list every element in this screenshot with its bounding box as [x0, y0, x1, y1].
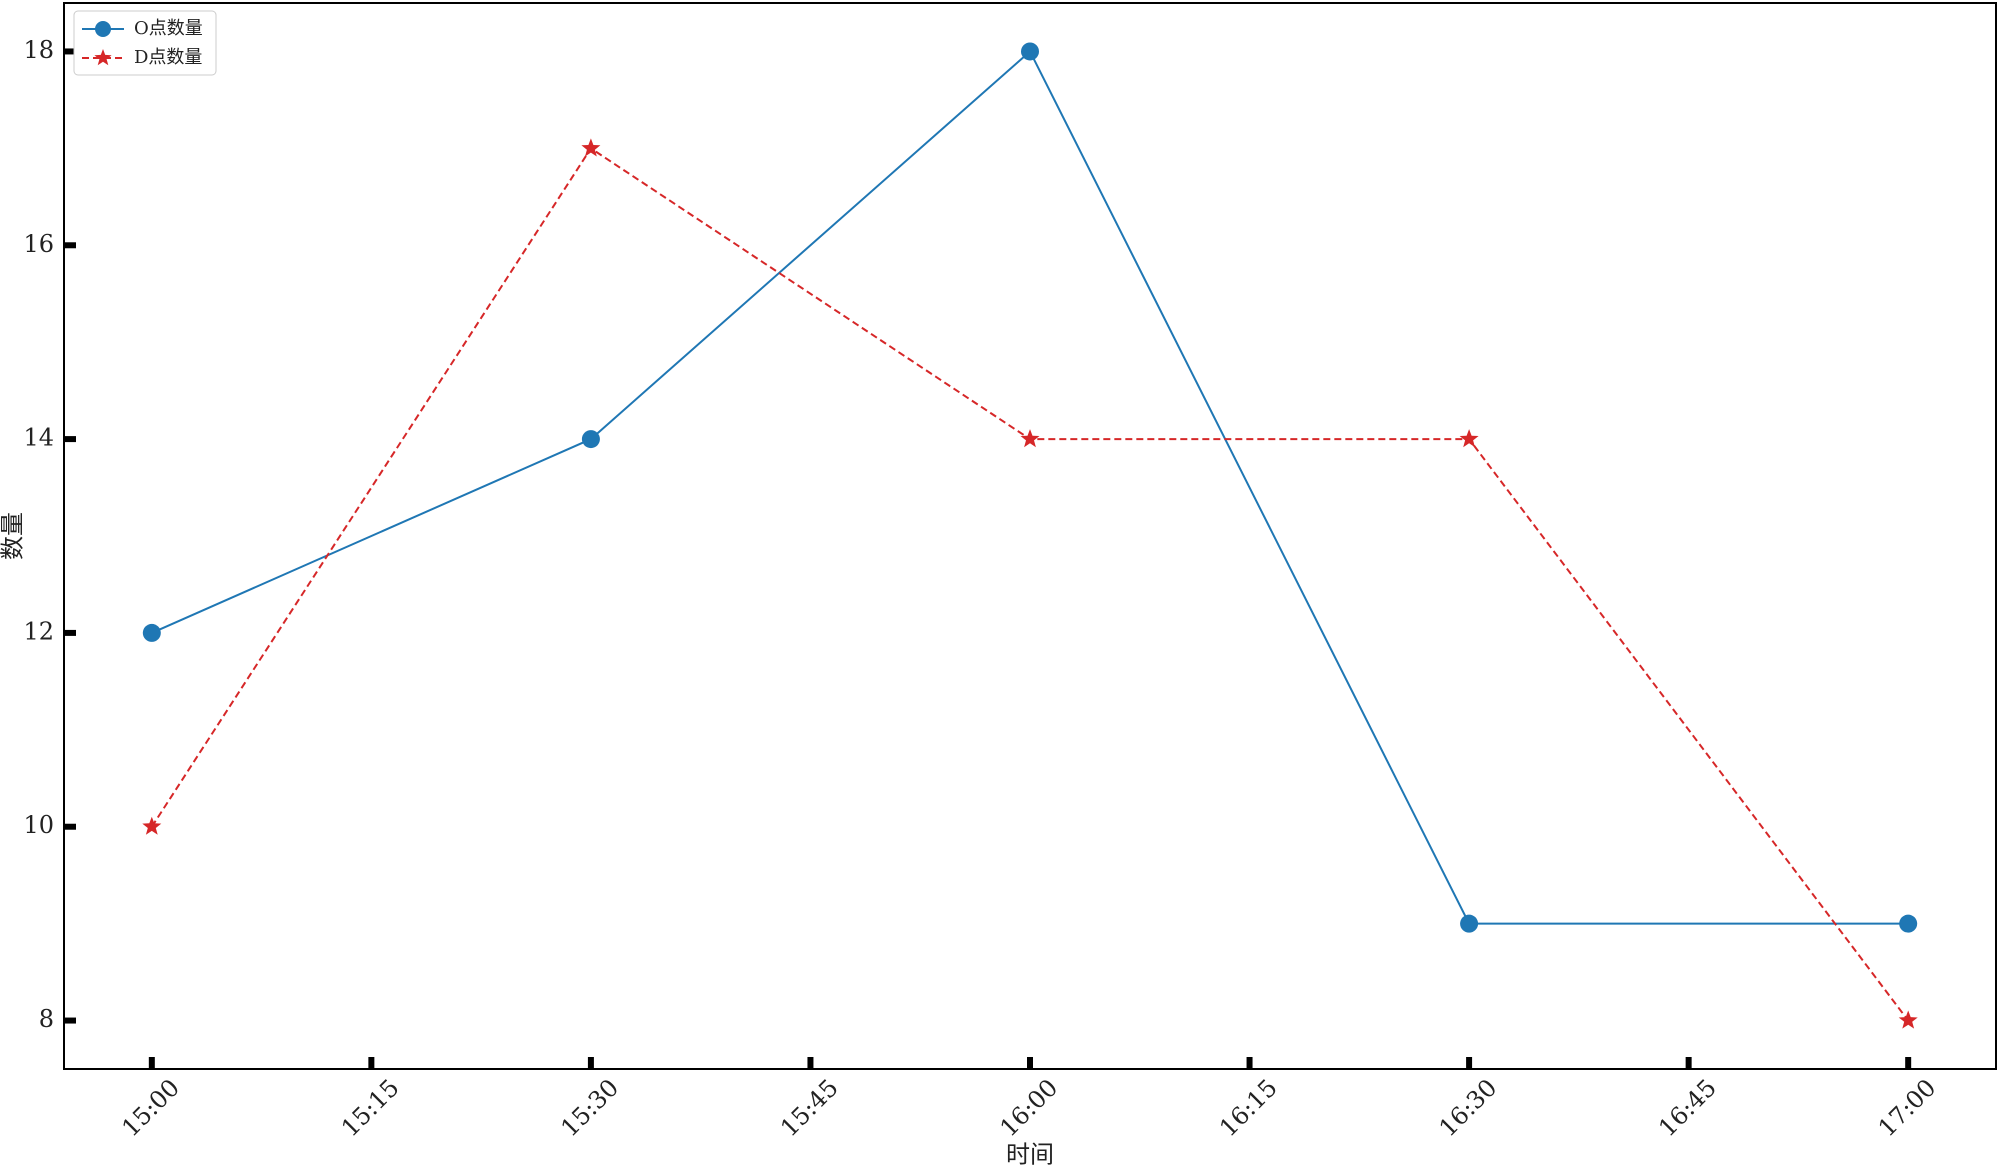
plot-frame	[63, 2, 1997, 1070]
x-tick-label: 15:30	[555, 1074, 624, 1143]
y-tick-label: 14	[23, 424, 54, 452]
star-marker	[94, 49, 112, 66]
circle-marker	[581, 430, 600, 449]
x-tick-label: 15:15	[336, 1074, 405, 1143]
circle-marker	[1899, 914, 1918, 933]
circle-marker	[95, 21, 111, 37]
circle-marker	[142, 623, 161, 642]
x-tick-label: 16:45	[1653, 1074, 1722, 1143]
star-marker	[142, 816, 162, 835]
y-tick-label: 18	[23, 36, 54, 64]
y-tick-label: 12	[23, 617, 54, 645]
x-tick-label: 16:30	[1434, 1074, 1503, 1143]
legend-label: D点数量	[134, 47, 202, 68]
x-tick-label: 17:00	[1873, 1074, 1942, 1143]
x-tick-label: 15:45	[775, 1074, 844, 1143]
star-marker	[581, 138, 601, 157]
series-line	[151, 49, 1909, 925]
circle-marker	[1460, 914, 1479, 933]
series-line	[150, 146, 1909, 1022]
y-axis-label: 数量	[0, 512, 27, 560]
x-axis-label: 时间	[1006, 1141, 1054, 1169]
y-tick-label: 16	[23, 230, 54, 258]
x-tick-label: 16:15	[1214, 1074, 1283, 1143]
y-tick-label: 10	[23, 811, 54, 839]
star-marker	[1020, 429, 1040, 448]
star-marker	[1898, 1010, 1918, 1029]
circle-marker	[1021, 42, 1039, 61]
y-tick-label: 8	[39, 1005, 54, 1033]
legend-label: O点数量	[134, 18, 203, 39]
star-marker	[1459, 429, 1479, 448]
x-tick-label: 16:00	[995, 1074, 1064, 1143]
x-tick-label: 15:00	[116, 1074, 185, 1143]
